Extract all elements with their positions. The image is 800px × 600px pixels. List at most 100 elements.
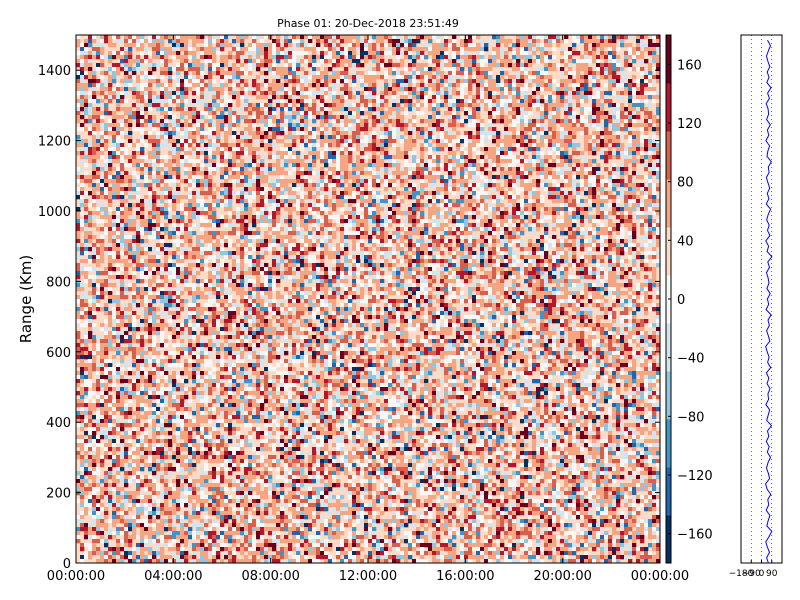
- heatmap-cell: [288, 59, 293, 64]
- heatmap-cell: [396, 71, 401, 76]
- heatmap-cell: [644, 35, 649, 40]
- heatmap-cell: [228, 119, 233, 124]
- heatmap-cell: [260, 119, 265, 124]
- heatmap-cell: [184, 87, 189, 92]
- heatmap-cell: [492, 127, 497, 132]
- heatmap-cell: [576, 119, 581, 124]
- heatmap-cell: [128, 135, 133, 140]
- heatmap-cell: [288, 95, 293, 100]
- heatmap-cell: [592, 167, 597, 172]
- heatmap-cell: [524, 183, 529, 188]
- heatmap-cell: [164, 171, 169, 176]
- heatmap-cell: [592, 71, 597, 76]
- heatmap-cell: [616, 127, 621, 132]
- heatmap-cell: [412, 159, 417, 164]
- heatmap-cell: [252, 163, 257, 168]
- heatmap-cell: [120, 147, 125, 152]
- heatmap-cell: [220, 143, 225, 148]
- heatmap-cell: [556, 159, 561, 164]
- heatmap-cell: [180, 39, 185, 44]
- heatmap-cell: [488, 123, 493, 128]
- heatmap-cell: [136, 215, 141, 220]
- heatmap-cell: [612, 143, 617, 148]
- heatmap-cell: [332, 83, 337, 88]
- heatmap-cell: [392, 87, 397, 92]
- heatmap-cell: [648, 155, 653, 160]
- heatmap-cell: [540, 87, 545, 92]
- heatmap-cell: [260, 191, 265, 196]
- heatmap-cell: [232, 151, 237, 156]
- heatmap-cell: [516, 155, 521, 160]
- heatmap-cell: [148, 67, 153, 72]
- heatmap-cell: [324, 131, 329, 136]
- heatmap-cell: [220, 95, 225, 100]
- heatmap-cell: [436, 135, 441, 140]
- heatmap-cell: [412, 195, 417, 200]
- heatmap-cell: [584, 179, 589, 184]
- heatmap-cell: [224, 143, 229, 148]
- heatmap-cell: [320, 191, 325, 196]
- heatmap-cell: [104, 211, 109, 216]
- heatmap-cell: [96, 63, 101, 68]
- heatmap-cell: [592, 111, 597, 116]
- heatmap-cell: [512, 107, 517, 112]
- heatmap-cell: [416, 167, 421, 172]
- heatmap-cell: [556, 107, 561, 112]
- heatmap-cell: [616, 67, 621, 72]
- heatmap-cell: [472, 115, 477, 120]
- heatmap-cell: [508, 95, 513, 100]
- heatmap-cell: [80, 47, 85, 52]
- heatmap-cell: [456, 75, 461, 80]
- heatmap-cell: [356, 59, 361, 64]
- heatmap-cell: [576, 91, 581, 96]
- heatmap-cell: [84, 71, 89, 76]
- heatmap-cell: [468, 163, 473, 168]
- heatmap-cell: [380, 103, 385, 108]
- heatmap-cell: [468, 131, 473, 136]
- heatmap-cell: [348, 187, 353, 192]
- heatmap-cell: [436, 99, 441, 104]
- heatmap-cell: [512, 91, 517, 96]
- heatmap-cell: [144, 143, 149, 148]
- heatmap-cell: [148, 163, 153, 168]
- heatmap-cell: [204, 171, 209, 176]
- heatmap-cell: [460, 171, 465, 176]
- heatmap-cell: [112, 139, 117, 144]
- heatmap-cell: [320, 135, 325, 140]
- heatmap-cell: [88, 143, 93, 148]
- heatmap-cell: [444, 103, 449, 108]
- heatmap-cell: [476, 47, 481, 52]
- heatmap-cell: [456, 115, 461, 120]
- heatmap-cell: [548, 35, 553, 40]
- heatmap-cell: [624, 135, 629, 140]
- heatmap-cell: [312, 47, 317, 52]
- heatmap-cell: [148, 159, 153, 164]
- heatmap-cell: [204, 147, 209, 152]
- heatmap-cell: [516, 111, 521, 116]
- heatmap-cell: [92, 71, 97, 76]
- heatmap-cell: [88, 159, 93, 164]
- heatmap-cell: [104, 103, 109, 108]
- heatmap-cell: [620, 91, 625, 96]
- heatmap-cell: [272, 107, 277, 112]
- heatmap-cell: [536, 55, 541, 60]
- heatmap-cell: [484, 91, 489, 96]
- heatmap-cell: [448, 59, 453, 64]
- heatmap-cell: [296, 99, 301, 104]
- heatmap-cell: [608, 115, 613, 120]
- heatmap-cell: [296, 207, 301, 212]
- heatmap-cell: [452, 187, 457, 192]
- heatmap-cell: [576, 151, 581, 156]
- heatmap-cell: [624, 59, 629, 64]
- heatmap-cell: [260, 131, 265, 136]
- heatmap-cell: [172, 119, 177, 124]
- heatmap-cell: [396, 127, 401, 132]
- heatmap-cell: [176, 175, 181, 180]
- heatmap-cell: [444, 183, 449, 188]
- heatmap-cell: [164, 71, 169, 76]
- heatmap-cell: [184, 207, 189, 212]
- heatmap-cell: [612, 207, 617, 212]
- heatmap-cell: [352, 55, 357, 60]
- heatmap-cell: [256, 111, 261, 116]
- heatmap-cell: [512, 175, 517, 180]
